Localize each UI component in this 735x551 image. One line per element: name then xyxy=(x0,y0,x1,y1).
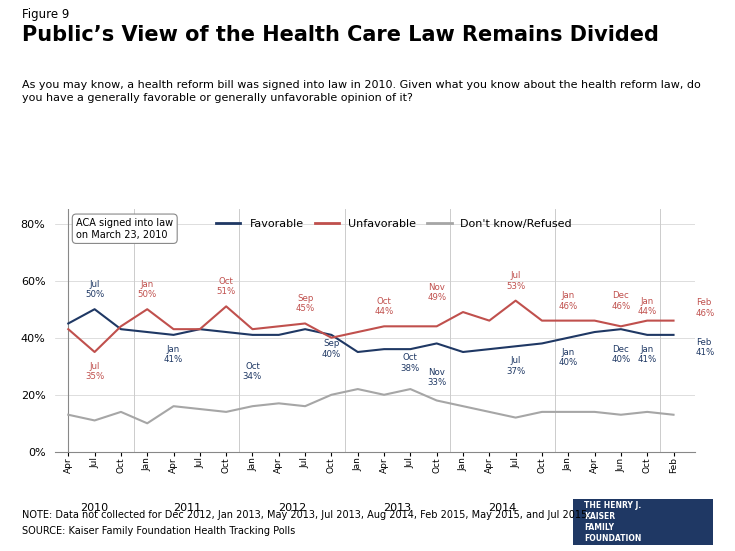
Text: Jan
41%: Jan 41% xyxy=(164,345,183,364)
Text: Jan
50%: Jan 50% xyxy=(137,280,157,299)
Text: As you may know, a health reform bill was signed into law in 2010. Given what yo: As you may know, a health reform bill wa… xyxy=(22,80,700,103)
Text: 2015: 2015 xyxy=(594,503,622,513)
Text: Oct
51%: Oct 51% xyxy=(217,277,236,296)
Text: Sep
45%: Sep 45% xyxy=(295,294,315,314)
Text: SOURCE: Kaiser Family Foundation Health Tracking Polls: SOURCE: Kaiser Family Foundation Health … xyxy=(22,526,295,536)
Text: Feb
41%: Feb 41% xyxy=(696,338,715,357)
Text: Sep
40%: Sep 40% xyxy=(322,339,341,359)
Text: Dec
46%: Dec 46% xyxy=(612,291,631,311)
Text: 2014: 2014 xyxy=(488,503,517,513)
Text: Jul
37%: Jul 37% xyxy=(506,356,526,376)
Text: Nov
49%: Nov 49% xyxy=(427,283,446,302)
Text: Jul
50%: Jul 50% xyxy=(85,280,104,299)
Text: Jan
41%: Jan 41% xyxy=(637,345,657,364)
Text: Feb
46%: Feb 46% xyxy=(696,298,715,318)
Text: Jan
40%: Jan 40% xyxy=(559,348,578,367)
Text: Jul
53%: Jul 53% xyxy=(506,271,526,291)
Text: Jan
44%: Jan 44% xyxy=(637,297,657,316)
Text: Oct
34%: Oct 34% xyxy=(243,362,262,381)
Text: Public’s View of the Health Care Law Remains Divided: Public’s View of the Health Care Law Rem… xyxy=(22,25,659,45)
Text: Nov
33%: Nov 33% xyxy=(427,368,446,387)
Text: Oct
38%: Oct 38% xyxy=(401,353,420,373)
Text: THE HENRY J.
KAISER
FAMILY
FOUNDATION: THE HENRY J. KAISER FAMILY FOUNDATION xyxy=(584,501,642,543)
Text: 2012: 2012 xyxy=(278,503,306,513)
Text: Jan
46%: Jan 46% xyxy=(559,291,578,311)
Text: 2013: 2013 xyxy=(383,503,412,513)
Legend: Favorable, Unfavorable, Don't know/Refused: Favorable, Unfavorable, Don't know/Refus… xyxy=(212,215,576,234)
Text: Jul
35%: Jul 35% xyxy=(85,362,104,381)
Text: Dec
40%: Dec 40% xyxy=(612,345,631,364)
Text: 2011: 2011 xyxy=(173,503,201,513)
Text: 2010: 2010 xyxy=(81,503,109,513)
Text: Oct
44%: Oct 44% xyxy=(374,297,394,316)
Text: ACA signed into law
on March 23, 2010: ACA signed into law on March 23, 2010 xyxy=(76,218,173,240)
Text: 2016: 2016 xyxy=(659,503,687,513)
Text: Figure 9: Figure 9 xyxy=(22,8,69,21)
Text: NOTE: Data not collected for Dec 2012, Jan 2013, May 2013, Jul 2013, Aug 2014, F: NOTE: Data not collected for Dec 2012, J… xyxy=(22,510,590,520)
